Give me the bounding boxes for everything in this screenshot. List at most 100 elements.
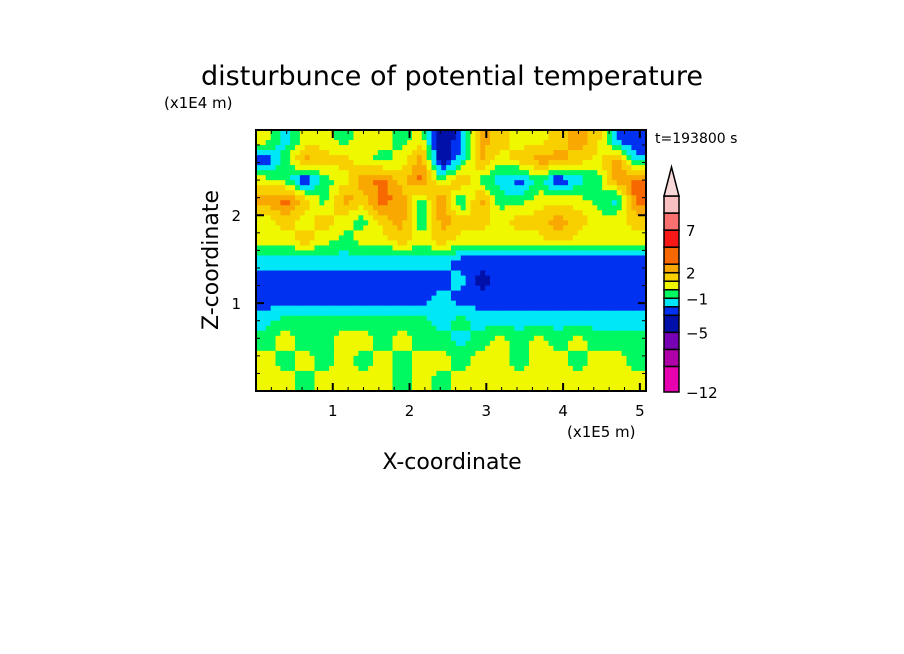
contour-cell xyxy=(256,165,262,171)
contour-cell xyxy=(382,285,389,292)
contour-cell xyxy=(563,165,569,171)
contour-cell xyxy=(572,275,579,282)
contour-cell xyxy=(368,135,374,141)
contour-cell xyxy=(260,330,267,337)
contour-cell xyxy=(304,230,311,236)
contour-cell xyxy=(285,195,291,201)
contour-cell xyxy=(460,280,467,287)
contour-cell xyxy=(397,215,403,221)
contour-cell xyxy=(275,375,281,382)
contour-cell xyxy=(543,305,550,312)
contour-cell xyxy=(402,380,408,387)
contour-cell xyxy=(460,370,467,377)
contour-cell xyxy=(538,315,545,322)
contour-cell xyxy=(270,385,277,392)
contour-cell xyxy=(343,365,350,372)
contour-cell xyxy=(616,260,623,267)
contour-cell xyxy=(494,200,501,206)
contour-cell xyxy=(392,385,398,392)
contour-cell xyxy=(597,160,603,166)
contour-cell xyxy=(343,190,350,196)
contour-cell xyxy=(256,295,262,302)
contour-cell xyxy=(519,155,525,161)
contour-cell xyxy=(538,195,545,201)
contour-cell xyxy=(426,270,433,277)
contour-cell xyxy=(460,330,467,337)
contour-cell xyxy=(572,240,579,247)
contour-cell xyxy=(494,320,501,327)
contour-cell xyxy=(412,360,418,367)
contour-cell xyxy=(290,305,296,312)
contour-cell xyxy=(304,315,311,322)
contour-cell xyxy=(309,140,316,146)
contour-cell xyxy=(260,345,267,352)
contour-cell xyxy=(455,330,462,337)
contour-cell xyxy=(524,145,530,151)
contour-cell xyxy=(616,230,623,236)
contour-cell xyxy=(387,155,394,161)
contour-cell xyxy=(602,355,608,362)
contour-cell xyxy=(548,355,554,362)
contour-cell xyxy=(509,275,515,282)
contour-cell xyxy=(568,295,574,302)
contour-cell xyxy=(568,300,574,307)
contour-cell xyxy=(460,345,467,352)
contour-cell xyxy=(494,165,501,171)
contour-cell xyxy=(329,190,335,196)
contour-cell xyxy=(402,200,408,206)
contour-cell xyxy=(641,240,647,247)
contour-cell xyxy=(451,270,457,277)
contour-cell xyxy=(494,255,501,262)
contour-cell xyxy=(451,140,457,146)
contour-cell xyxy=(363,260,369,267)
contour-cell xyxy=(373,240,379,247)
contour-cell xyxy=(295,345,301,352)
contour-cell xyxy=(529,245,535,252)
contour-cell xyxy=(533,380,540,387)
contour-cell xyxy=(441,160,447,166)
contour-cell xyxy=(373,140,379,146)
contour-cell xyxy=(309,210,316,216)
contour-cell xyxy=(436,295,442,302)
contour-cell xyxy=(377,205,384,211)
contour-cell xyxy=(265,155,272,161)
contour-cell xyxy=(548,345,554,352)
contour-cell xyxy=(275,230,281,236)
contour-cell xyxy=(631,175,637,181)
contour-cell xyxy=(607,210,613,216)
contour-cell xyxy=(568,305,574,312)
contour-cell xyxy=(568,265,574,272)
contour-cell xyxy=(348,340,355,347)
contour-cell xyxy=(592,260,598,267)
contour-cell xyxy=(363,155,369,161)
contour-cell xyxy=(451,165,457,171)
contour-cell xyxy=(524,240,530,247)
contour-cell xyxy=(368,295,374,302)
contour-cell xyxy=(524,160,530,166)
contour-cell xyxy=(480,285,486,292)
contour-cell xyxy=(568,260,574,267)
contour-cell xyxy=(480,385,486,392)
contour-cell xyxy=(616,195,623,201)
contour-cell xyxy=(616,385,623,392)
contour-cell xyxy=(607,150,613,156)
contour-cell xyxy=(460,170,467,176)
contour-cell xyxy=(499,270,506,277)
contour-cell xyxy=(412,305,418,312)
contour-cell xyxy=(358,205,364,211)
contour-cell xyxy=(494,340,501,347)
contour-cell xyxy=(460,130,467,136)
contour-cell xyxy=(621,180,628,186)
contour-cell xyxy=(358,260,364,267)
contour-cell xyxy=(426,305,433,312)
contour-cell xyxy=(309,360,316,367)
contour-cell xyxy=(494,250,501,257)
contour-cell xyxy=(441,310,447,317)
contour-cell xyxy=(285,270,291,277)
contour-cell xyxy=(304,375,311,382)
contour-cell xyxy=(529,350,535,357)
contour-cell xyxy=(514,345,520,352)
contour-cell xyxy=(465,295,472,302)
contour-cell xyxy=(353,185,359,191)
contour-cell xyxy=(275,345,281,352)
